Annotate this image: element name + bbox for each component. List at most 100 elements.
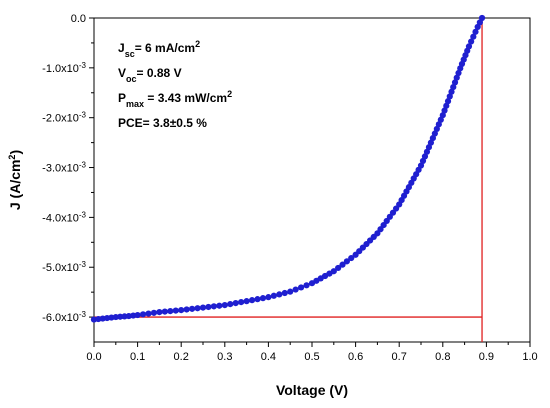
- data-point: [287, 288, 294, 295]
- data-point: [335, 264, 342, 272]
- y-tick-label: -3.0x10-3: [42, 160, 86, 175]
- annotation-sup: 2: [195, 39, 200, 49]
- data-point: [189, 305, 196, 312]
- data-point: [205, 303, 212, 311]
- data-point: [276, 291, 283, 298]
- y-tick-base: 0.0: [71, 13, 86, 25]
- series-line: [93, 17, 483, 321]
- data-point: [330, 268, 337, 275]
- annotation-line: Pmax = 3.43 mW/cm2: [118, 89, 232, 109]
- x-tick-label: 0.8: [435, 351, 450, 363]
- data-point: [150, 309, 158, 316]
- data-point: [134, 311, 141, 319]
- data-point: [243, 298, 250, 305]
- data-point: [216, 302, 223, 309]
- data-point: [281, 289, 288, 297]
- data-point: [448, 88, 455, 95]
- x-axis-title: Voltage (V): [276, 382, 348, 398]
- y-tick-exp: -3: [79, 60, 87, 69]
- data-point: [450, 83, 457, 91]
- data-point: [161, 308, 168, 315]
- x-tick-label: 0.4: [261, 351, 276, 363]
- data-point: [298, 284, 305, 291]
- annotation-rest: = 0.88 V: [137, 66, 182, 80]
- x-tick-label: 1.0: [522, 351, 537, 363]
- data-point: [446, 93, 453, 100]
- data-point: [348, 254, 355, 262]
- data-point: [248, 297, 256, 304]
- annotation-main: P: [118, 91, 126, 105]
- data-point: [183, 306, 190, 313]
- y-tick-exp: -3: [79, 210, 87, 219]
- y-axis-title-tail: ): [7, 150, 23, 155]
- data-point: [478, 14, 486, 22]
- reference-lines: [94, 18, 483, 342]
- x-tick-label: 0.9: [479, 351, 494, 363]
- data-point: [167, 308, 174, 315]
- x-tick-label: 0.1: [130, 351, 145, 363]
- data-point: [439, 112, 446, 119]
- y-axis-title: J (A/cm2): [7, 150, 23, 210]
- data-point: [232, 300, 239, 307]
- y-tick-label: -2.0x10-3: [42, 110, 86, 125]
- y-tick-base: -2.0x10: [42, 113, 79, 125]
- data-point: [199, 304, 207, 311]
- y-tick-base: -5.0x10: [42, 262, 79, 274]
- y-tick-label: -6.0x10-3: [42, 310, 86, 325]
- data-point: [194, 305, 201, 312]
- data-point: [221, 302, 228, 309]
- data-point: [210, 303, 217, 310]
- x-tick-label: 0.3: [217, 351, 232, 363]
- data-point: [468, 38, 475, 45]
- data-point: [145, 310, 152, 317]
- data-point: [156, 308, 163, 316]
- annotation-sub: oc: [126, 74, 137, 84]
- data-point: [172, 307, 179, 314]
- annotation-line: PCE= 3.8±0.5 %: [118, 116, 207, 130]
- data-point: [139, 311, 147, 318]
- data-point: [238, 299, 245, 306]
- data-point: [441, 107, 448, 114]
- data-series: [90, 14, 486, 323]
- data-point: [465, 43, 473, 50]
- y-tick-base: -6.0x10: [42, 312, 79, 324]
- annotations: Jsc= 6 mA/cm2 Voc= 0.88 V Pmax = 3.43 mW/c…: [118, 39, 232, 130]
- x-tick-label: 0.0: [86, 351, 101, 363]
- y-axis-title-sup: 2: [7, 155, 17, 160]
- y-ticks: 0.0-1.0x10-3-2.0x10-3-3.0x10-3-4.0x10-3-…: [42, 13, 94, 324]
- x-ticks: 0.0 0.1 0.2 0.3 0.4 0.5 0.6 0.7 0.8 0.9 1.0: [86, 342, 538, 363]
- y-axis-title-main: J (A/cm: [7, 160, 23, 211]
- annotation-main: PCE= 3.8±0.5 %: [118, 116, 207, 130]
- data-point: [472, 28, 479, 35]
- x-tick-label: 0.6: [348, 351, 363, 363]
- data-point: [178, 307, 185, 314]
- y-tick-base: -1.0x10: [42, 63, 79, 75]
- annotation-main: J: [118, 41, 125, 55]
- y-tick-exp: -3: [79, 160, 87, 169]
- x-tick-label: 0.2: [174, 351, 189, 363]
- y-tick-label: 0.0: [71, 13, 86, 25]
- data-point: [339, 261, 346, 268]
- data-point: [453, 74, 460, 81]
- annotation-sub: sc: [125, 49, 135, 59]
- data-point: [270, 292, 277, 299]
- x-tick-label: 0.5: [304, 351, 319, 363]
- data-point: [444, 98, 452, 105]
- data-point: [254, 296, 261, 303]
- annotation-rest: = 6 mA/cm: [135, 41, 195, 55]
- y-tick-base: -4.0x10: [42, 212, 79, 224]
- annotation-rest: = 3.43 mW/cm: [144, 91, 227, 105]
- annotation-main: V: [118, 66, 126, 80]
- annotation-line: Jsc= 6 mA/cm2: [118, 39, 200, 59]
- y-tick-exp: -3: [79, 110, 87, 119]
- y-tick-label: -5.0x10-3: [42, 260, 86, 275]
- data-point: [259, 295, 267, 302]
- annotation-sub: max: [126, 99, 144, 109]
- y-tick-base: -3.0x10: [42, 163, 79, 175]
- data-point: [455, 69, 462, 77]
- data-point: [470, 33, 477, 40]
- x-tick-label: 0.7: [392, 351, 407, 363]
- y-tick-exp: -3: [79, 260, 87, 269]
- y-tick-label: -4.0x10-3: [42, 210, 86, 225]
